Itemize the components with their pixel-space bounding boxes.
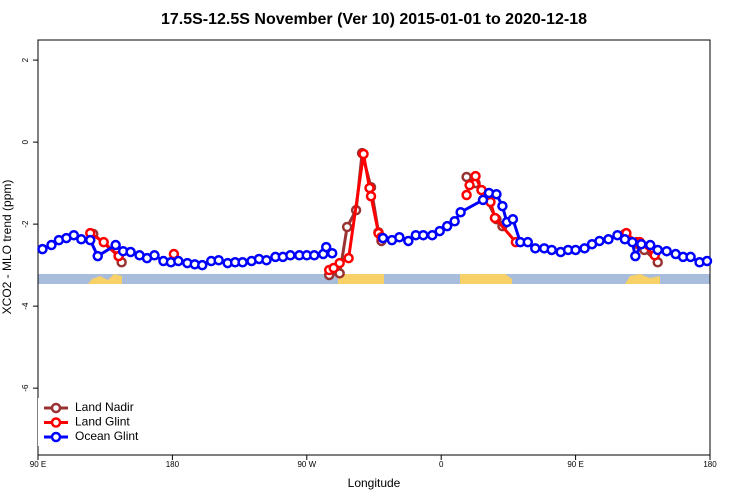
point (213, 254, 224, 266)
point (645, 239, 656, 251)
legend-marker (50, 431, 62, 443)
land-mask (38, 274, 710, 284)
point (403, 235, 414, 247)
point (477, 194, 489, 206)
point (309, 250, 320, 261)
point (546, 244, 557, 256)
point (461, 189, 472, 201)
point (455, 206, 466, 218)
point (594, 235, 605, 247)
point (685, 251, 696, 263)
point (92, 250, 103, 262)
point (418, 229, 429, 241)
point (377, 232, 389, 244)
point (85, 234, 96, 246)
point (46, 239, 57, 251)
point (470, 170, 481, 182)
point (173, 255, 184, 267)
x-tick-label: 90 W (297, 460, 316, 469)
point (661, 245, 672, 257)
point (125, 246, 136, 258)
point (491, 188, 502, 200)
point (701, 255, 713, 267)
y-tick-label: 2 (21, 57, 30, 62)
legend-label: Land Nadir (75, 400, 134, 414)
point (68, 229, 80, 241)
point (497, 200, 508, 212)
legend-marker (50, 417, 62, 428)
point (612, 229, 623, 241)
point (426, 229, 438, 241)
point (343, 252, 354, 264)
legend-label: Ocean Glint (75, 429, 139, 443)
point (530, 243, 541, 254)
point (110, 239, 121, 251)
x-tick-label: 90 E (30, 460, 46, 469)
point (261, 254, 272, 266)
point (365, 190, 377, 202)
point (603, 234, 614, 245)
legend-marker (50, 402, 62, 414)
point (76, 234, 87, 245)
point (449, 216, 460, 227)
point (394, 231, 405, 243)
point (441, 220, 453, 232)
y-tick-label: -6 (21, 384, 30, 392)
point (326, 247, 338, 259)
y-tick-label: 0 (21, 139, 30, 144)
point (636, 238, 647, 250)
point (37, 243, 48, 255)
point (364, 182, 375, 194)
y-tick-label: -4 (21, 302, 30, 310)
point (149, 250, 160, 261)
point (507, 213, 519, 225)
plot-frame (37, 39, 711, 456)
legend-label: Land Glint (75, 415, 130, 429)
y-tick-label: -2 (21, 220, 30, 228)
point (341, 221, 353, 233)
point (358, 148, 369, 160)
point (434, 225, 445, 237)
point (461, 171, 472, 183)
point (570, 244, 581, 256)
point (464, 179, 475, 191)
point (652, 244, 663, 256)
point (579, 243, 590, 254)
point (334, 257, 345, 269)
point (320, 241, 332, 253)
point (237, 257, 248, 268)
point (197, 259, 208, 271)
point (627, 236, 638, 248)
chart-title: 17.5S-12.5S November (Ver 10) 2015-01-01… (161, 11, 587, 28)
point (630, 250, 641, 262)
point (522, 236, 534, 248)
y-axis-label: XCO2 - MLO trend (ppm) (0, 180, 14, 315)
x-tick-label: 180 (166, 460, 180, 469)
x-tick-label: 90 E (567, 460, 583, 469)
point (285, 250, 296, 261)
x-axis-label: Longitude (348, 476, 401, 490)
x-tick-label: 0 (439, 460, 444, 469)
point (489, 212, 501, 224)
point (98, 236, 109, 248)
x-tick-label: 180 (703, 460, 717, 469)
